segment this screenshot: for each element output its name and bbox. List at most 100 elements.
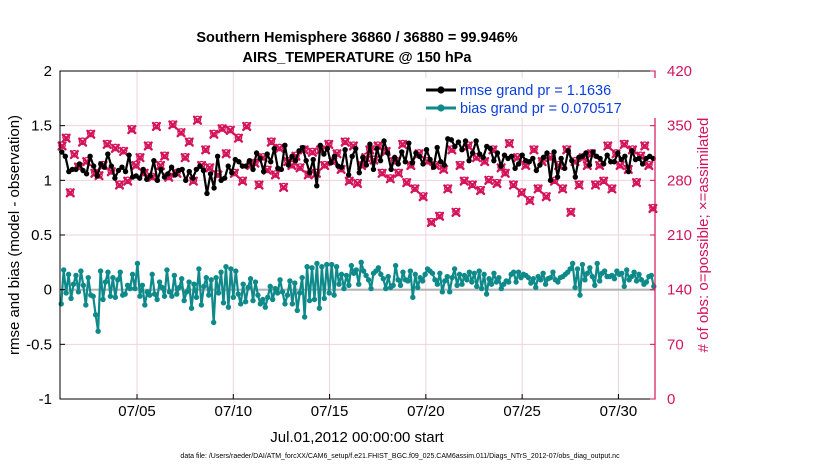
bias-point [621, 283, 627, 290]
obs-assimilated-point [69, 149, 79, 160]
bias-point [331, 292, 337, 298]
obs-assimilated-point [541, 192, 551, 202]
bias-point [107, 293, 114, 299]
bias-point [174, 291, 180, 297]
obs-possible-point [279, 182, 288, 191]
axes: 07/05 07/10 07/15 07/20 07/25 07/30 -1 -0.5 0 0.5… [26, 63, 692, 420]
rmse-point [363, 162, 370, 168]
rmse-point [197, 163, 203, 169]
obs-assimilated-point [192, 115, 203, 125]
obs-assimilated-point [398, 139, 408, 150]
bias-point [456, 271, 463, 278]
rmse-point [438, 159, 444, 165]
x-tick-label: 07/15 [311, 403, 349, 420]
bias-point [75, 289, 82, 295]
bias-point [343, 272, 350, 279]
rmse-point [611, 159, 617, 165]
obs-possible-point [558, 184, 567, 192]
bias-point [191, 281, 197, 287]
obs-possible-point [402, 178, 411, 186]
obs-possible-point [525, 196, 534, 204]
obs-possible-point [242, 121, 251, 130]
obs-possible-point [649, 203, 657, 212]
x-tick-label: 07/20 [407, 403, 445, 420]
rmse-point [547, 177, 554, 184]
bias-point [547, 274, 554, 281]
obs-assimilated-point [61, 133, 71, 143]
obs-possible-point [484, 175, 493, 184]
bias-point [179, 276, 185, 282]
bias-point [444, 273, 450, 280]
bias-point [127, 285, 133, 292]
obs-possible-point [398, 139, 407, 148]
obs-assimilated-point [631, 178, 642, 188]
rmse-point [370, 166, 377, 173]
obs-assimilated-point [221, 149, 231, 159]
obs-assimilated-point [217, 124, 227, 134]
bias-point [151, 291, 158, 297]
obs-assimilated-point [225, 125, 235, 135]
obs-possible-point [127, 124, 136, 133]
rmse-point [558, 155, 564, 162]
bias-point [139, 282, 146, 288]
bias-point [459, 281, 465, 287]
obs-possible-point [70, 149, 79, 158]
obs-possible-point [177, 128, 185, 136]
bias-point [289, 301, 296, 307]
bias-point [326, 290, 332, 296]
bias-point [395, 277, 401, 283]
y2-tick-label: 280 [667, 172, 692, 189]
rmse-point [94, 173, 100, 179]
bias-point [528, 280, 534, 286]
obs-assimilated-point [254, 180, 264, 190]
bias-point [486, 276, 492, 282]
obs-possible-point [193, 115, 202, 124]
bias-point [346, 282, 352, 288]
rmse-point [409, 160, 416, 166]
rmse-point [257, 155, 263, 162]
obs-possible-point [386, 174, 395, 182]
bias-point [515, 269, 522, 275]
bias-point [279, 289, 286, 295]
bias-point [432, 277, 438, 283]
obs-possible-point [505, 138, 514, 147]
obs-assimilated-point [517, 188, 527, 198]
bias-point [156, 279, 163, 285]
bias-point [206, 292, 212, 298]
rmse-point [448, 137, 455, 143]
y-tick-label: 0.5 [31, 227, 52, 244]
obs-possible-point [394, 168, 403, 177]
rmse-point [604, 152, 610, 158]
bias-point [176, 284, 182, 291]
rmse-point [636, 155, 642, 162]
bias-point [203, 274, 209, 281]
rmse-point [402, 159, 409, 165]
rmse-point [83, 171, 90, 177]
bias-point [92, 312, 99, 318]
rmse-point [193, 166, 200, 173]
bias-point [628, 273, 635, 280]
bias-point [513, 279, 519, 285]
rmse-point [183, 177, 189, 184]
obs-assimilated-point [184, 137, 194, 147]
rmse-point [338, 164, 345, 170]
obs-possible-point [620, 139, 629, 148]
obs-assimilated-point [274, 143, 285, 153]
bias-point [306, 297, 313, 304]
rmse-point [491, 157, 497, 164]
x-tick-label: 07/10 [215, 403, 253, 420]
bias-point [230, 294, 237, 301]
obs-assimilated-point [455, 160, 465, 171]
bias-point [540, 270, 546, 276]
bias-point [442, 278, 448, 284]
rmse-point [455, 139, 462, 145]
obs-assimilated-point [459, 176, 469, 186]
bias-point [314, 260, 320, 267]
bias-point [63, 290, 69, 296]
bias-point [488, 281, 495, 287]
obs-assimilated-point [590, 180, 601, 190]
bias-point [100, 296, 106, 303]
obs-possible-point [210, 129, 218, 138]
bias-point [405, 278, 411, 284]
obs-assimilated-point [393, 168, 404, 178]
